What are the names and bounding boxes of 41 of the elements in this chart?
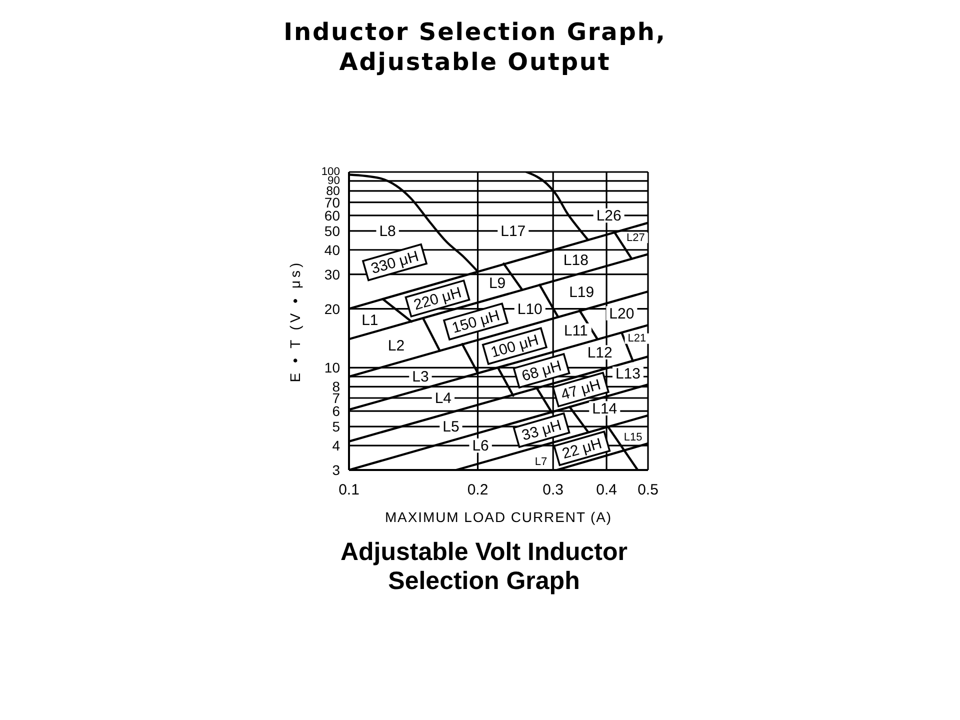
annotation: L2 bbox=[388, 336, 405, 354]
y-tick-label: 20 bbox=[324, 300, 340, 317]
annotation: L4 bbox=[434, 389, 452, 406]
x-tick-label: 0.1 bbox=[338, 482, 360, 499]
annotation: L8 bbox=[379, 222, 396, 240]
annotation: L14 bbox=[592, 400, 618, 417]
annotation: L27 bbox=[626, 232, 645, 244]
y-axis-title: E • T (V • μs) bbox=[287, 260, 303, 382]
annotation: L21 bbox=[628, 332, 646, 345]
x-axis-title: MAXIMUM LOAD CURRENT (A) bbox=[384, 509, 612, 525]
annotation: L5 bbox=[442, 418, 460, 435]
annotation: L10 bbox=[517, 300, 542, 318]
annotation: L18 bbox=[563, 252, 588, 269]
x-tick-label: 0.2 bbox=[467, 482, 488, 499]
y-tick-label: 50 bbox=[324, 222, 340, 239]
annotation: L6 bbox=[472, 437, 489, 454]
y-tick-label: 10 bbox=[324, 360, 340, 376]
y-tick-label: 40 bbox=[324, 242, 340, 258]
y-tick-label: 4 bbox=[332, 438, 340, 454]
annotation: L26 bbox=[596, 207, 622, 224]
annotation: L7 bbox=[534, 456, 548, 468]
y-tick-label: 3 bbox=[332, 462, 340, 478]
text: Adjustable Volt Inductor Selection Graph bbox=[339, 538, 629, 596]
y-tick-label: 5 bbox=[332, 418, 340, 435]
x-tick-label: 0.3 bbox=[542, 482, 564, 499]
annotation: L19 bbox=[569, 284, 594, 301]
annotation: L3 bbox=[412, 368, 429, 386]
annotation: L17 bbox=[500, 222, 526, 240]
y-tick-label: 30 bbox=[324, 266, 340, 282]
x-tick-label: 0.4 bbox=[596, 482, 617, 499]
annotation: L20 bbox=[609, 304, 634, 322]
annotation: L12 bbox=[587, 344, 612, 361]
y-tick-label: 6 bbox=[332, 403, 340, 420]
x-tick-label: 0.5 bbox=[638, 482, 658, 499]
annotation: L15 bbox=[624, 432, 642, 444]
annotation: L1 bbox=[362, 312, 378, 329]
chart-title: Inductor Selection Graph, Adjustable Output bbox=[282, 17, 668, 77]
annotation: L11 bbox=[564, 322, 588, 340]
annotation: L13 bbox=[615, 365, 640, 382]
annotation: 330 μH bbox=[369, 247, 420, 278]
annotation: L9 bbox=[488, 274, 506, 292]
